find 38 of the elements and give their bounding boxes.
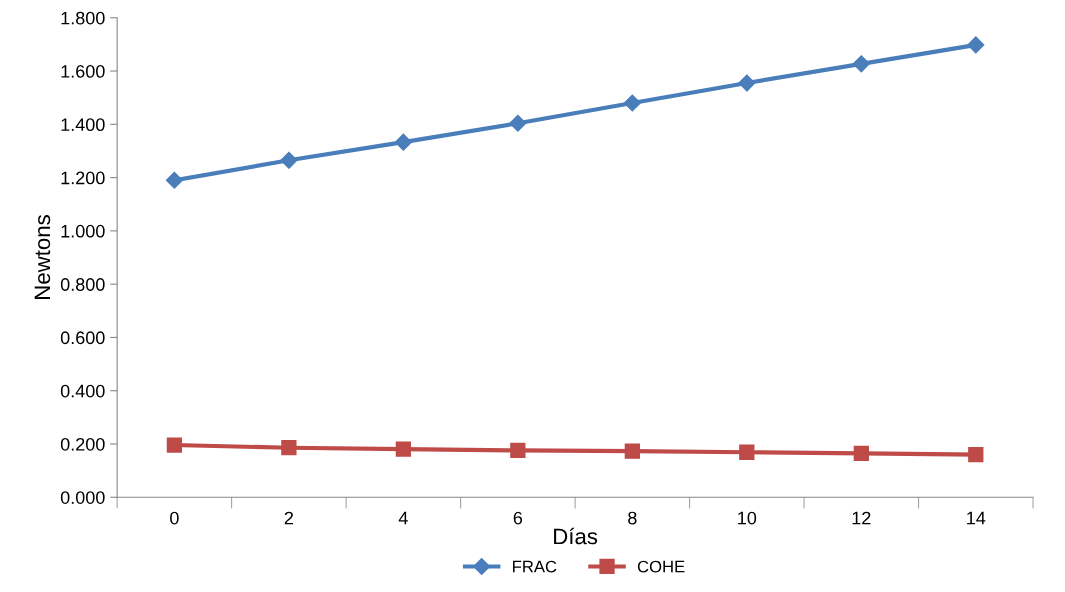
x-tick-label: 14: [967, 511, 986, 525]
legend-label: FRAC: [513, 560, 557, 573]
point: [853, 445, 869, 461]
point: [395, 441, 412, 457]
y-tick-label: 1.400: [61, 118, 105, 132]
y-tick-label: 1.800: [61, 11, 105, 25]
legend-label: COHE: [637, 560, 685, 573]
x-tick-label: 10: [738, 511, 757, 525]
y-tick-label: 1.000: [61, 224, 105, 238]
y-tick-label: 0.200: [60, 437, 105, 451]
point: [738, 74, 756, 92]
y-tick-label: 1.200: [61, 171, 105, 185]
point: [281, 440, 297, 456]
y-tick-label: 0.800: [60, 278, 105, 291]
x-tick-label: 6: [513, 511, 523, 525]
point: [510, 442, 526, 459]
x-tick-label: 0: [170, 511, 179, 525]
y-axis-title: Newtons: [34, 215, 51, 299]
x-axis-title: Días: [554, 527, 598, 545]
y-tick-label: 0.000: [60, 491, 105, 504]
point: [166, 437, 183, 453]
point: [967, 36, 985, 54]
point: [739, 444, 755, 460]
point: [509, 114, 527, 132]
point: [968, 447, 984, 463]
x-tick-label: 8: [628, 511, 637, 525]
x-tick-label: 2: [284, 511, 293, 525]
point: [624, 443, 640, 459]
y-tick-label: 0.400: [60, 384, 105, 398]
point: [280, 151, 298, 169]
point: [852, 55, 870, 73]
y-tick-label: 1.600: [61, 64, 105, 78]
point: [394, 133, 412, 151]
x-tick-label: 12: [852, 511, 871, 525]
y-tick-label: 0.600: [60, 331, 105, 345]
x-tick-label: 4: [398, 511, 408, 525]
point: [623, 94, 641, 112]
point: [165, 171, 183, 189]
